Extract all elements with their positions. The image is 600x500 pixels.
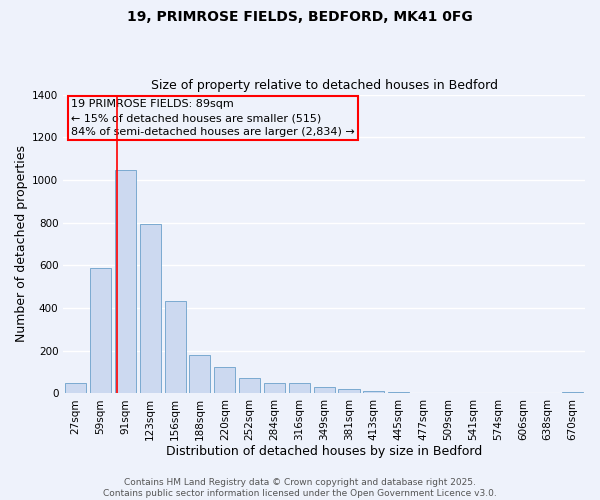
Text: 19, PRIMROSE FIELDS, BEDFORD, MK41 0FG: 19, PRIMROSE FIELDS, BEDFORD, MK41 0FG <box>127 10 473 24</box>
Bar <box>388 392 409 394</box>
Bar <box>115 170 136 394</box>
Bar <box>264 382 285 394</box>
Bar <box>289 382 310 394</box>
X-axis label: Distribution of detached houses by size in Bedford: Distribution of detached houses by size … <box>166 444 482 458</box>
Bar <box>239 378 260 394</box>
Bar <box>363 391 385 394</box>
Y-axis label: Number of detached properties: Number of detached properties <box>15 146 28 342</box>
Bar <box>140 224 161 394</box>
Bar <box>90 268 111 394</box>
Bar <box>214 367 235 394</box>
Bar <box>190 355 211 394</box>
Title: Size of property relative to detached houses in Bedford: Size of property relative to detached ho… <box>151 79 497 92</box>
Bar <box>65 382 86 394</box>
Text: 19 PRIMROSE FIELDS: 89sqm
← 15% of detached houses are smaller (515)
84% of semi: 19 PRIMROSE FIELDS: 89sqm ← 15% of detac… <box>71 99 355 137</box>
Bar <box>562 392 583 394</box>
Bar <box>338 389 359 394</box>
Bar <box>413 392 434 394</box>
Text: Contains HM Land Registry data © Crown copyright and database right 2025.
Contai: Contains HM Land Registry data © Crown c… <box>103 478 497 498</box>
Bar <box>314 387 335 394</box>
Bar <box>164 300 185 394</box>
